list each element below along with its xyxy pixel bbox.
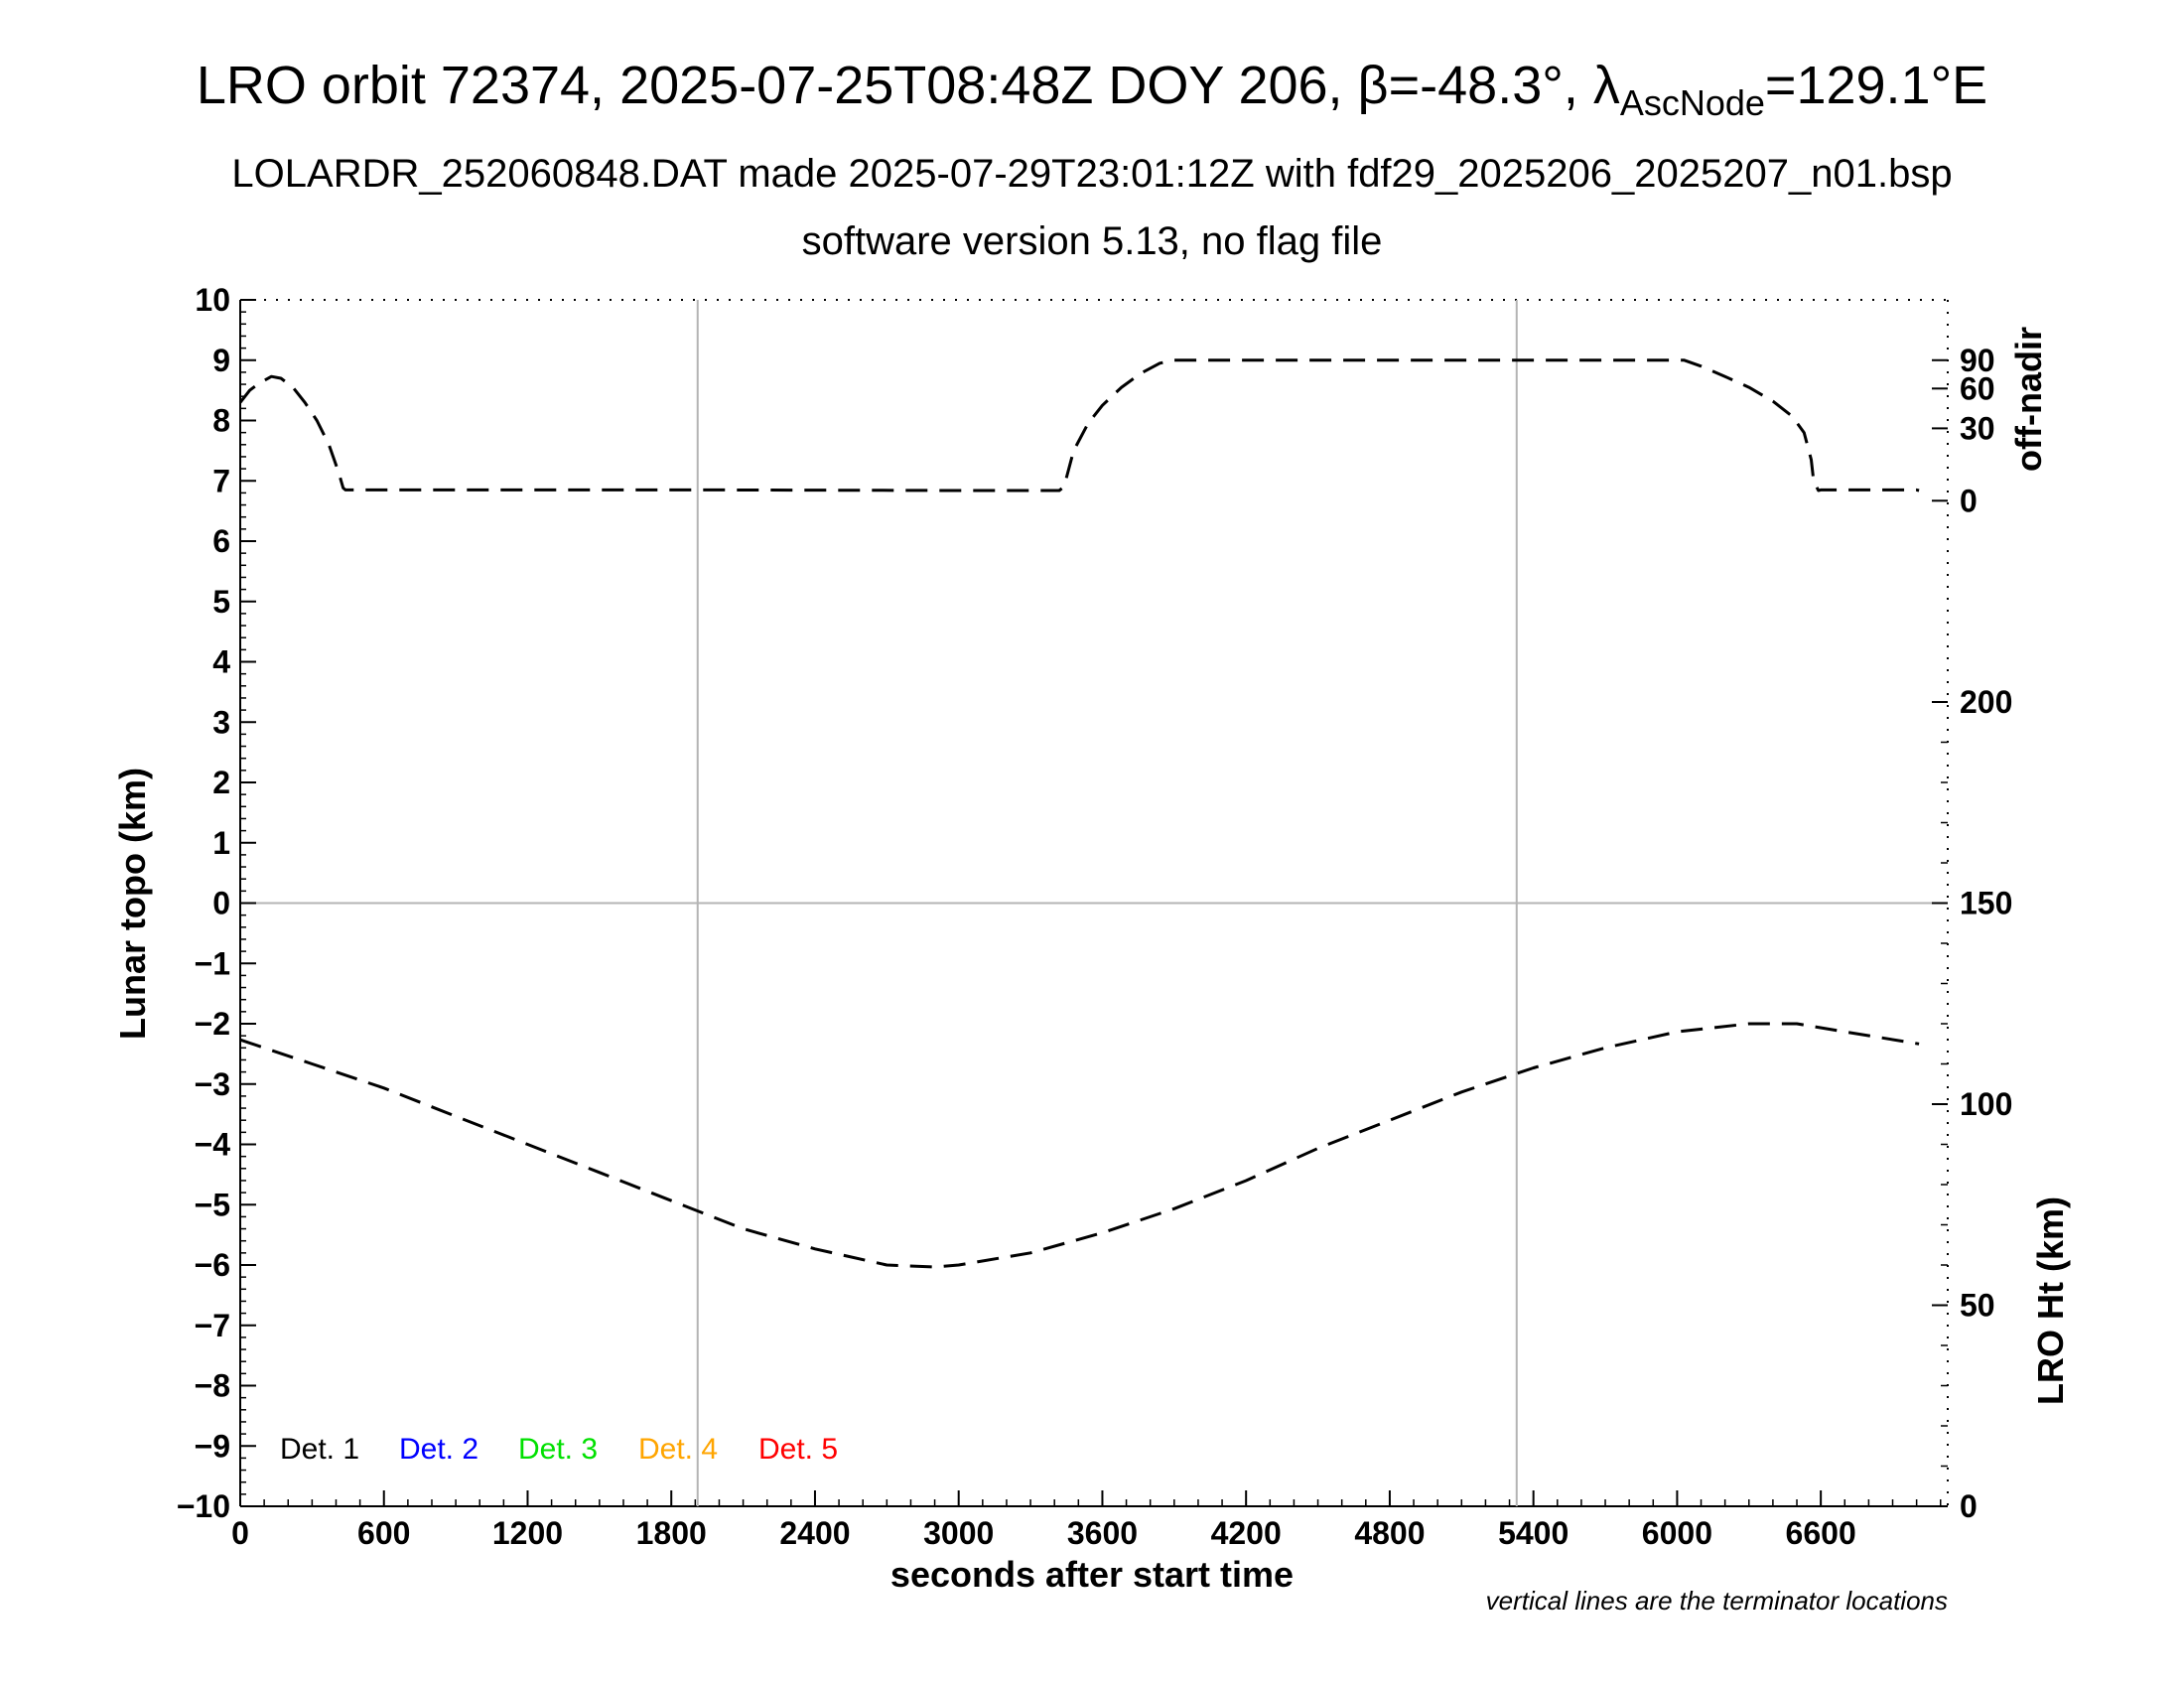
y-tick-label-left: 6 xyxy=(212,523,230,559)
data-series xyxy=(238,358,1920,1269)
y-axis-label-right-top: off-nadir xyxy=(2008,327,2049,472)
y-tick-label-left: 0 xyxy=(212,886,230,921)
y-tick-label-left: −2 xyxy=(195,1006,230,1042)
legend: Det. 1 Det. 2 Det. 3 Det. 4 Det. 5 xyxy=(280,1433,838,1466)
off-nadir-line xyxy=(238,358,1920,492)
y-axis-label-left: Lunar topo (km) xyxy=(112,768,153,1040)
y-tick-label-right-top: 60 xyxy=(1960,370,1995,406)
y-tick-label-right-top: 0 xyxy=(1960,483,1978,518)
y-tick-label-right-bottom: 0 xyxy=(1960,1488,1978,1524)
y-tick-label-left: −7 xyxy=(195,1308,230,1343)
x-tick-label: 6000 xyxy=(1642,1515,1712,1551)
chart-subtitle: LOLARDR_252060848.DAT made 2025-07-29T23… xyxy=(231,152,1952,196)
x-tick-label: 4200 xyxy=(1211,1515,1282,1551)
x-tick-label: 3600 xyxy=(1067,1515,1138,1551)
y-tick-label-left: −4 xyxy=(195,1127,231,1163)
legend-item: Det. 5 xyxy=(758,1433,838,1466)
terminator-note: vertical lines are the terminator locati… xyxy=(1486,1586,1948,1616)
y-tick-label-left: −1 xyxy=(195,945,230,981)
y-tick-label-left: −5 xyxy=(195,1187,230,1222)
legend-item: Det. 1 xyxy=(280,1433,359,1466)
y-tick-label-right-top: 90 xyxy=(1960,343,1995,378)
y-tick-label-left: 7 xyxy=(212,463,230,498)
y-tick-label-right-bottom: 200 xyxy=(1960,684,2012,720)
y-tick-label-right-top: 30 xyxy=(1960,410,1995,446)
x-tick-label: 1200 xyxy=(492,1515,563,1551)
y-tick-label-left: −10 xyxy=(177,1488,230,1524)
y-tick-label-left: 3 xyxy=(212,704,230,740)
y-tick-label-left: −6 xyxy=(195,1247,230,1283)
x-tick-label: 5400 xyxy=(1498,1515,1569,1551)
x-tick-label: 2400 xyxy=(779,1515,850,1551)
chart-subtitle-2: software version 5.13, no flag file xyxy=(802,219,1383,263)
x-tick-label: 6600 xyxy=(1786,1515,1856,1551)
x-tick-label: 3000 xyxy=(923,1515,994,1551)
legend-item: Det. 4 xyxy=(638,1433,718,1466)
legend-item: Det. 3 xyxy=(518,1433,598,1466)
lambda-value: =129.1°E xyxy=(1765,56,1987,115)
y-tick-label-left: 4 xyxy=(212,644,230,680)
reference-lines xyxy=(240,300,1948,1506)
y-tick-label-left: −8 xyxy=(195,1368,230,1404)
chart-title: LRO orbit 72374, 2025-07-25T08:48Z DOY 2… xyxy=(197,56,1987,123)
x-tick-label: 600 xyxy=(357,1515,410,1551)
beta-value: =-48.3°, xyxy=(1389,56,1593,115)
y-tick-label-left: −9 xyxy=(195,1428,230,1464)
x-axis-label: seconds after start time xyxy=(890,1554,1294,1595)
y-tick-label-right-bottom: 150 xyxy=(1960,886,2012,921)
beta-symbol: β xyxy=(1358,56,1389,115)
x-tick-label: 4800 xyxy=(1354,1515,1425,1551)
title-prefix: LRO orbit 72374, 2025-07-25T08:48Z DOY 2… xyxy=(197,56,1358,115)
y-tick-label-left: 2 xyxy=(212,765,230,800)
y-tick-label-left: 1 xyxy=(212,825,230,861)
y-tick-label-left: 10 xyxy=(195,282,230,318)
y-tick-label-left: 8 xyxy=(212,403,230,439)
y-tick-label-right-bottom: 50 xyxy=(1960,1288,1995,1324)
y-tick-label-right-bottom: 100 xyxy=(1960,1086,2012,1122)
legend-item: Det. 2 xyxy=(399,1433,478,1466)
y-tick-label-left: 5 xyxy=(212,584,230,620)
x-tick-label: 1800 xyxy=(636,1515,707,1551)
y-axis-label-right-bottom: LRO Ht (km) xyxy=(2030,1196,2071,1405)
lambda-symbol: λ xyxy=(1593,56,1620,115)
y-tick-label-left: −3 xyxy=(195,1066,230,1102)
lro-height-line xyxy=(239,1022,1920,1269)
lambda-subscript: AscNode xyxy=(1620,82,1765,123)
y-tick-label-left: 9 xyxy=(212,343,230,378)
x-tick-label: 0 xyxy=(231,1515,249,1551)
